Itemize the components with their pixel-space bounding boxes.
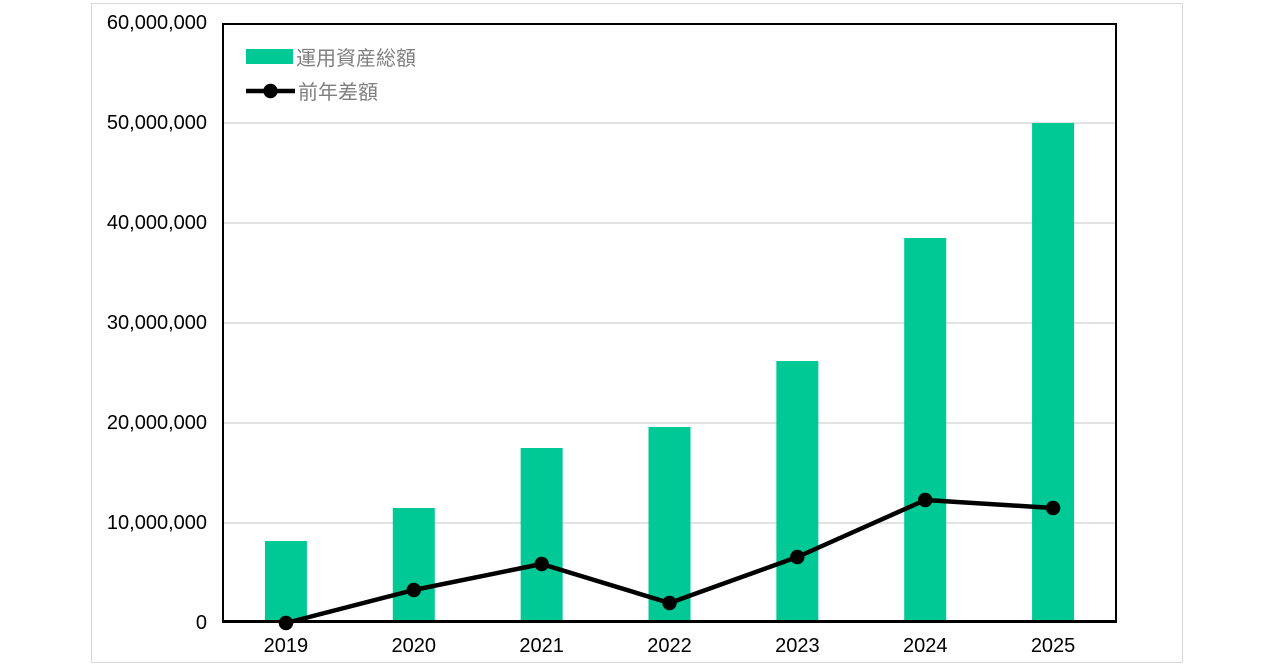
- legend-item-bar-series: 運用資産総額: [246, 44, 416, 70]
- line-marker-icon: [246, 83, 295, 98]
- legend-label: 前年差額: [298, 82, 378, 104]
- line-marker-2022: [662, 595, 677, 611]
- bar-2020: [392, 508, 435, 623]
- bar-2023: [776, 361, 819, 623]
- bar-2021: [520, 448, 563, 623]
- line-marker-2021: [534, 556, 549, 572]
- line-marker-2023: [790, 549, 805, 565]
- line-marker-2020: [406, 582, 421, 598]
- bar-2022: [648, 427, 691, 623]
- bar-2019: [264, 541, 307, 623]
- bar-swatch-icon: [246, 49, 293, 64]
- legend: 運用資産総額 前年差額: [246, 44, 416, 104]
- plot-area: [222, 23, 1117, 631]
- line-marker-2025: [1045, 500, 1061, 516]
- bar-2025: [1032, 123, 1075, 623]
- legend-item-line-series: 前年差額: [246, 78, 416, 104]
- bar-2024: [904, 238, 947, 623]
- line-marker-2024: [918, 492, 933, 508]
- legend-label: 運用資産総額: [296, 48, 416, 70]
- line-marker-2019: [278, 615, 294, 631]
